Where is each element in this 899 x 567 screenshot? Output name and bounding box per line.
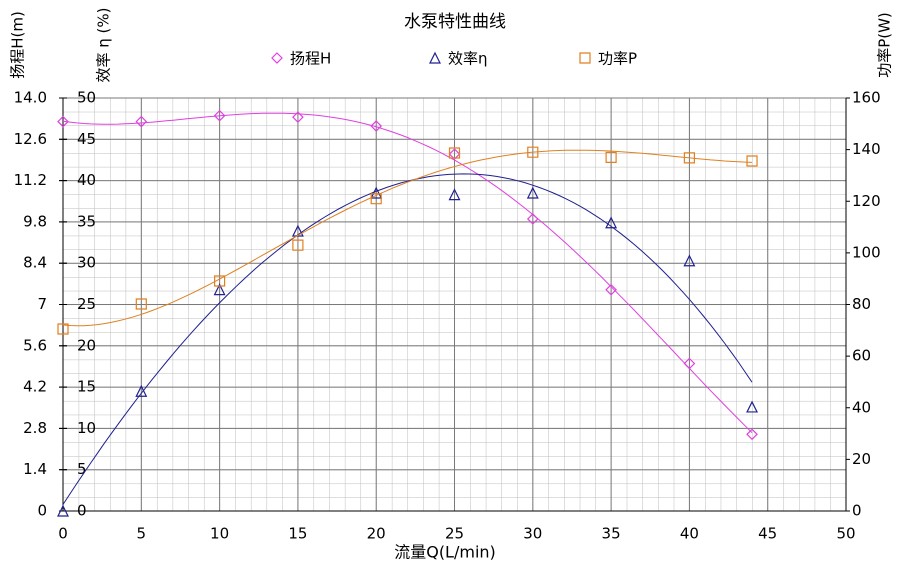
- y3-axis-label: 功率P(W): [876, 12, 894, 78]
- marker: [683, 152, 695, 164]
- marker: [135, 115, 148, 128]
- marker: [526, 186, 539, 199]
- marker: [746, 155, 758, 167]
- y-tick-label: 14.0: [14, 89, 47, 107]
- marker: [370, 193, 382, 205]
- marker: [683, 254, 696, 267]
- legend-marker: [271, 52, 283, 64]
- x-tick-label: 30: [523, 525, 542, 543]
- y-tick-label: 30: [77, 254, 96, 272]
- trend-line: [62, 173, 753, 505]
- marker: [605, 151, 617, 163]
- y-tick-label: 5.6: [23, 336, 47, 354]
- y-tick-label: 8.4: [23, 254, 47, 272]
- legend-label: 效率η: [448, 50, 488, 68]
- y-tick-label: 60: [852, 347, 871, 365]
- y-tick-label: 45: [77, 130, 96, 148]
- x-tick-label: 35: [602, 525, 621, 543]
- x-tick-label: 15: [288, 525, 307, 543]
- marker: [213, 109, 226, 122]
- y-tick-label: 7: [37, 295, 47, 313]
- x-tick-label: 20: [367, 525, 386, 543]
- y-tick-label: 0: [37, 502, 47, 520]
- y-tick-label: 50: [77, 89, 96, 107]
- marker: [605, 283, 617, 296]
- y-tick-label: 140: [852, 140, 881, 158]
- legend-marker: [579, 52, 591, 64]
- x-tick-label: 50: [836, 525, 855, 543]
- y-tick-label: 5: [77, 460, 87, 478]
- x-tick-label: 40: [680, 525, 699, 543]
- marker: [448, 148, 461, 160]
- y-tick-label: 120: [852, 192, 881, 210]
- legend-label: 功率P: [598, 50, 637, 68]
- marker: [746, 428, 758, 441]
- marker: [683, 357, 696, 370]
- y-tick-label: 160: [852, 89, 881, 107]
- y-tick-label: 0: [852, 502, 862, 520]
- y-tick-label: 1.4: [23, 460, 47, 478]
- x-tick-label: 0: [58, 525, 68, 543]
- x-tick-label: 25: [445, 525, 464, 543]
- marker: [370, 186, 383, 199]
- y-tick-label: 9.8: [23, 212, 47, 230]
- y-tick-label: 40: [77, 171, 96, 189]
- marker: [526, 213, 539, 225]
- marker: [213, 283, 226, 296]
- legend-label: 扬程H: [290, 50, 331, 68]
- y-tick-label: 35: [77, 212, 96, 230]
- marker: [57, 115, 69, 128]
- legend-marker: [429, 51, 441, 64]
- y-tick-label: 100: [852, 243, 881, 261]
- marker: [291, 224, 304, 237]
- y-axis-label: 扬程H(m): [9, 11, 27, 79]
- y-tick-label: 10: [77, 419, 96, 437]
- marker: [135, 298, 147, 310]
- chart-title: 水泵特性曲线: [404, 12, 506, 32]
- y-tick-label: 80: [852, 295, 871, 313]
- trend-line: [62, 112, 753, 433]
- x-tick-label: 5: [137, 525, 147, 543]
- marker: [214, 275, 226, 287]
- marker: [448, 147, 461, 159]
- marker: [292, 239, 304, 251]
- y-tick-label: 20: [852, 450, 871, 468]
- marker: [135, 384, 148, 397]
- y-tick-label: 40: [852, 398, 871, 416]
- y-tick-label: 15: [77, 378, 96, 396]
- marker: [448, 188, 461, 201]
- marker: [57, 323, 69, 335]
- marker: [370, 120, 383, 132]
- y2-axis-label: 效率 η (%): [95, 7, 113, 82]
- marker: [527, 146, 539, 158]
- y-tick-label: 12.6: [14, 130, 47, 148]
- x-tick-label: 10: [210, 525, 229, 543]
- y-tick-label: 2.8: [23, 419, 47, 437]
- y-tick-label: 4.2: [23, 378, 47, 396]
- marker: [57, 504, 69, 517]
- marker: [746, 400, 759, 413]
- x-tick-label: 45: [758, 525, 777, 543]
- marker: [292, 111, 304, 124]
- x-axis-label: 流量Q(L/min): [394, 543, 496, 562]
- trend-line: [62, 149, 753, 327]
- y-tick-label: 25: [77, 295, 96, 313]
- y-tick-label: 11.2: [14, 171, 47, 189]
- y-tick-label: 20: [77, 336, 96, 354]
- marker: [605, 216, 618, 229]
